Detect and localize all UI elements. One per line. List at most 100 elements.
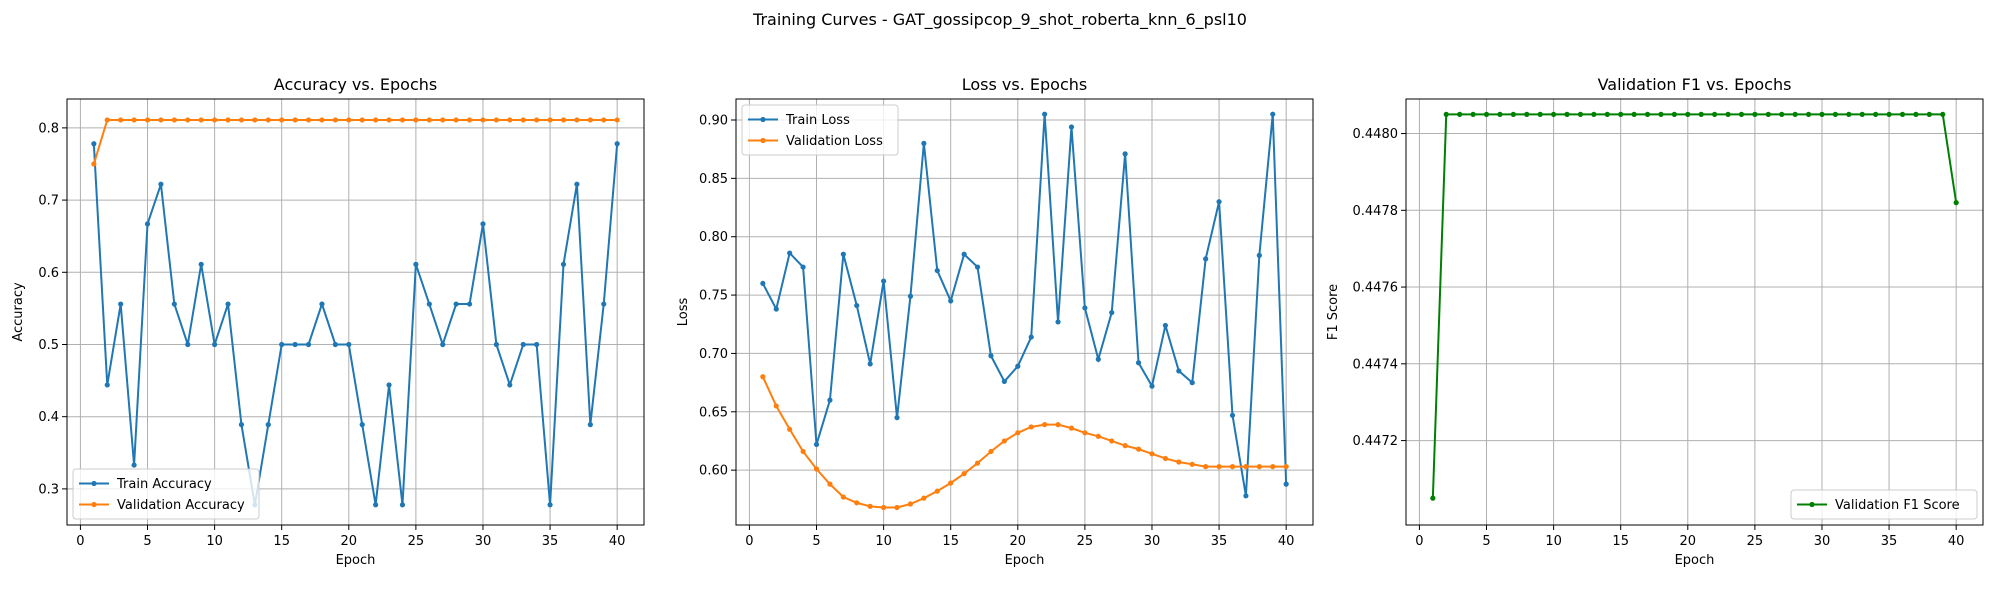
- data-point: [921, 140, 927, 146]
- data-point: [332, 117, 338, 123]
- data-point: [547, 117, 553, 123]
- data-point: [894, 504, 900, 511]
- data-point: [787, 426, 793, 432]
- data-point: [1792, 111, 1798, 117]
- data-point: [534, 117, 540, 123]
- data-point: [1644, 111, 1651, 117]
- x-tick-label: 10: [206, 534, 223, 549]
- data-point: [587, 422, 593, 428]
- legend-marker: [91, 480, 97, 487]
- data-point: [359, 117, 365, 123]
- x-axis-label: Epoch: [1005, 553, 1045, 568]
- data-point: [854, 500, 860, 506]
- data-point: [373, 117, 379, 123]
- data-point: [1001, 378, 1007, 385]
- data-point: [760, 374, 766, 380]
- data-point: [1510, 111, 1516, 117]
- data-point: [386, 117, 392, 123]
- data-point: [827, 397, 833, 403]
- data-point: [198, 117, 204, 123]
- data-point: [1738, 111, 1745, 117]
- data-point: [279, 341, 285, 348]
- data-point: [1270, 111, 1276, 117]
- data-point: [1068, 124, 1075, 130]
- data-point: [1859, 111, 1865, 117]
- data-point: [104, 117, 110, 123]
- data-point: [760, 280, 766, 287]
- data-point: [1685, 111, 1691, 117]
- data-point: [332, 341, 338, 348]
- x-tick-label: 5: [143, 534, 151, 549]
- data-point: [560, 261, 567, 267]
- data-point: [399, 502, 406, 508]
- data-point: [534, 341, 540, 348]
- data-point: [212, 117, 218, 123]
- data-point: [1203, 464, 1209, 470]
- data-point: [1162, 455, 1168, 462]
- data-point: [225, 301, 231, 307]
- data-point: [1537, 111, 1543, 117]
- data-point: [171, 301, 177, 307]
- x-tick-label: 40: [1948, 534, 1965, 549]
- data-point: [1483, 111, 1490, 117]
- data-point: [292, 117, 298, 123]
- data-point: [305, 341, 312, 348]
- data-point: [91, 161, 97, 167]
- data-point: [614, 117, 620, 123]
- y-tick-label: 0.4478: [1353, 204, 1399, 219]
- y-tick-label: 0.7: [38, 194, 59, 209]
- data-point: [91, 141, 97, 147]
- data-point: [1176, 459, 1182, 465]
- data-point: [440, 341, 446, 348]
- data-point: [1203, 256, 1209, 262]
- y-tick-label: 0.8: [38, 121, 59, 136]
- data-point: [1457, 111, 1463, 117]
- data-point: [279, 117, 285, 123]
- x-tick-label: 15: [1612, 534, 1629, 549]
- data-point: [480, 221, 486, 227]
- data-point: [1953, 200, 1959, 206]
- y-axis-label: Loss: [676, 298, 691, 327]
- data-point: [1671, 111, 1677, 117]
- data-point: [1846, 111, 1852, 117]
- x-tick-label: 10: [1545, 534, 1562, 549]
- chart-panel-loss-vs-epochs: 0 5 10 15 20 25 30 35 40 0.60 0.65 0.70 0.75 0.80 0.85…: [676, 75, 1314, 568]
- data-point: [1055, 422, 1061, 428]
- series-validation-f1-score: [1430, 111, 1959, 501]
- data-point: [1149, 451, 1155, 457]
- data-point: [1109, 438, 1115, 444]
- data-point: [493, 341, 499, 348]
- data-point: [225, 117, 231, 123]
- data-point: [1189, 380, 1195, 386]
- data-point: [520, 117, 526, 123]
- data-point: [1068, 425, 1075, 431]
- data-point: [974, 460, 981, 466]
- data-point: [547, 502, 553, 508]
- data-point: [1604, 111, 1610, 117]
- y-tick-label: 0.4: [38, 410, 59, 425]
- data-point: [881, 278, 887, 284]
- data-point: [974, 264, 981, 270]
- data-point: [1913, 111, 1919, 117]
- data-point: [1577, 111, 1584, 117]
- legend: Validation F1 Score: [1790, 489, 1978, 520]
- data-point: [185, 341, 191, 348]
- data-point: [1658, 111, 1664, 117]
- data-point: [1028, 334, 1034, 340]
- data-point: [867, 361, 873, 367]
- series-validation-loss: [760, 374, 1289, 511]
- data-point: [1082, 430, 1088, 436]
- series-train-loss: [760, 111, 1289, 499]
- plot-frame: [1405, 98, 1984, 526]
- data-point: [252, 117, 258, 123]
- data-point: [265, 422, 271, 428]
- data-point: [800, 264, 806, 270]
- x-tick-label: 15: [273, 534, 290, 549]
- x-tick-label: 25: [1077, 534, 1094, 549]
- x-tick-label: 20: [341, 534, 358, 549]
- data-point: [1564, 111, 1570, 117]
- figure-title: Training Curves - GAT_gossipcop_9_shot_r…: [752, 10, 1247, 30]
- legend-box: [72, 468, 260, 520]
- data-point: [426, 117, 432, 123]
- data-point: [1243, 464, 1249, 470]
